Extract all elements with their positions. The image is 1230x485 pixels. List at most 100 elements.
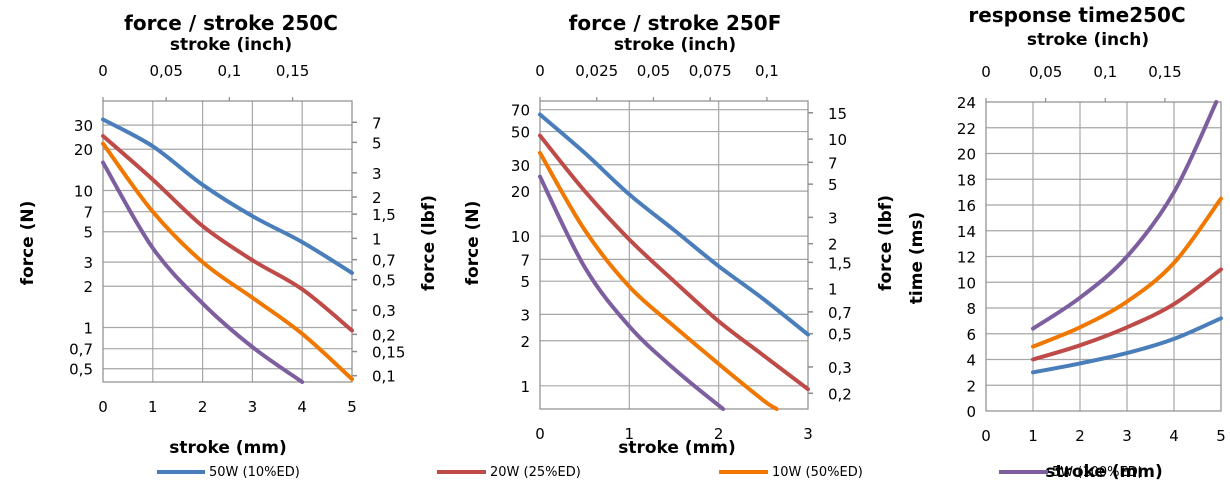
x2-tick-label: 0: [98, 62, 108, 80]
y-tick-label: 50: [511, 124, 530, 142]
legend-item-5w: 5W (100%ED): [999, 465, 1143, 480]
y-tick-label: 6: [966, 326, 976, 344]
y-tick-label: 7: [83, 204, 93, 222]
y2-tick-label: 1,5: [372, 206, 396, 224]
y-tick-label: 4: [966, 352, 976, 370]
y2-tick-label: 3: [828, 209, 838, 227]
series-line-20w: [1031, 267, 1223, 362]
y-tick-label: 2: [83, 278, 93, 296]
y2-tick-label: 3: [372, 165, 382, 183]
x-tick-label: 0: [981, 427, 991, 445]
x2-tick-label: 0,05: [637, 62, 670, 80]
top-axis-title: stroke (inch): [1027, 30, 1149, 50]
x-tick-label: 1: [1028, 427, 1038, 445]
y-tick-label: 10: [74, 182, 93, 200]
top-axis-title: stroke (inch): [170, 35, 292, 55]
y-tick-label: 10: [957, 274, 976, 292]
chart-title: response time250C: [968, 3, 1185, 27]
y-axis-title: force (N): [18, 201, 38, 286]
y-tick-label: 30: [511, 157, 530, 175]
x-tick-label: 5: [1216, 427, 1226, 445]
x-tick-label: 4: [297, 398, 307, 416]
y2-tick-label: 0,3: [372, 302, 396, 320]
y-tick-label: 0,7: [69, 341, 93, 359]
y-tick-label: 5: [83, 224, 93, 242]
y2-tick-label: 1: [828, 281, 838, 299]
y-tick-label: 10: [511, 228, 530, 246]
series-line-10w: [101, 141, 354, 382]
y-tick-label: 2: [520, 333, 530, 351]
x2-tick-label: 0,025: [575, 62, 618, 80]
series-line-50w: [101, 117, 354, 275]
x2-tick-label: 0: [981, 63, 991, 81]
series-line-5w: [1031, 100, 1219, 331]
legend-label: 5W (100%ED): [1052, 465, 1143, 480]
x-tick-label: 2: [714, 425, 724, 443]
top-axis-title: stroke (inch): [614, 35, 736, 55]
y-tick-label: 0,5: [69, 361, 93, 379]
plot-frame: [985, 101, 1222, 412]
plot-area: 0 1 2 3 4 5 0 0,05 0,1 0,15 0,5 0,7 1 2 3 5 7 10 20 30 0,1 0,…: [69, 62, 405, 416]
y-axis-title: time (ms): [907, 212, 927, 305]
x-tick-label: 3: [803, 425, 813, 443]
x-axis-title: stroke (mm): [169, 438, 287, 458]
y-tick-label: 24: [957, 94, 976, 112]
y-tick-label: 20: [957, 146, 976, 164]
y-tick-label: 20: [74, 141, 93, 159]
y2-tick-label: 7: [372, 114, 382, 132]
x-axis-title: stroke (mm): [618, 438, 736, 458]
y-tick-label: 1: [520, 378, 530, 396]
legend-item-20w: 20W (25%ED): [437, 465, 581, 480]
y2-tick-label: 0,2: [828, 385, 852, 403]
x2-tick-label: 0,05: [149, 62, 182, 80]
series-line-5w: [101, 160, 305, 384]
y2-tick-label: 0,5: [372, 272, 396, 290]
series-line-50w: [538, 112, 810, 337]
y-tick-label: 70: [511, 102, 530, 120]
x-tick-label: 0: [98, 398, 108, 416]
x-axis-title: stroke (mm): [1045, 462, 1163, 482]
plot-area: 0 1 2 30 0,025 0,05 0,075 0,11235710203050700,2…: [511, 62, 852, 443]
chart-250f-force: force / stroke 250F stroke (inch) stroke…: [463, 11, 896, 458]
legend-label: 20W (25%ED): [490, 465, 581, 480]
x-tick-label: 4: [1169, 427, 1179, 445]
y2-tick-label: 0,7: [828, 304, 852, 322]
x-tick-label: 5: [347, 398, 357, 416]
x-tick-label: 3: [248, 398, 258, 416]
y2-axis-title: force (lbf): [419, 195, 439, 291]
y-tick-label: 12: [957, 249, 976, 267]
x2-tick-label: 0,1: [1093, 63, 1117, 81]
chart-250c-force: force / stroke 250C stroke (inch) stroke…: [18, 11, 439, 458]
y-axis-title: force (N): [463, 201, 483, 286]
y2-tick-label: 0,5: [828, 326, 852, 344]
y2-tick-label: 5: [372, 134, 382, 152]
y-tick-label: 2: [966, 377, 976, 395]
series-line-10w: [538, 150, 779, 411]
y2-tick-label: 0,3: [828, 359, 852, 377]
y-tick-label: 5: [520, 273, 530, 291]
y2-tick-label: 0,15: [372, 344, 405, 362]
y-tick-label: 3: [83, 254, 93, 272]
legend-label: 10W (50%ED): [772, 465, 863, 480]
chart-title: force / stroke 250F: [569, 11, 782, 35]
y2-tick-label: 1: [372, 230, 382, 248]
x2-tick-label: 0,15: [1148, 63, 1181, 81]
series-line-5w: [538, 174, 726, 411]
chart-title: force / stroke 250C: [124, 11, 338, 35]
y-tick-label: 20: [511, 183, 530, 201]
legend-item-50w: 50W (10%ED): [157, 465, 300, 480]
y2-tick-label: 0,7: [372, 252, 396, 270]
y-tick-label: 8: [966, 300, 976, 318]
plot-frame: [102, 100, 353, 383]
chart-250c-response-time: response time250C stroke (inch) stroke (…: [907, 3, 1186, 482]
y-tick-label: 16: [957, 197, 976, 215]
y-tick-label: 1: [83, 319, 93, 337]
legend-item-10w: 10W (50%ED): [719, 465, 863, 480]
plot-frame: [539, 100, 809, 410]
x2-tick-label: 0: [535, 62, 545, 80]
x2-tick-label: 0,05: [1029, 63, 1062, 81]
legend-label: 50W (10%ED): [209, 465, 300, 480]
x-tick-label: 1: [148, 398, 158, 416]
y2-tick-label: 5: [828, 176, 838, 194]
